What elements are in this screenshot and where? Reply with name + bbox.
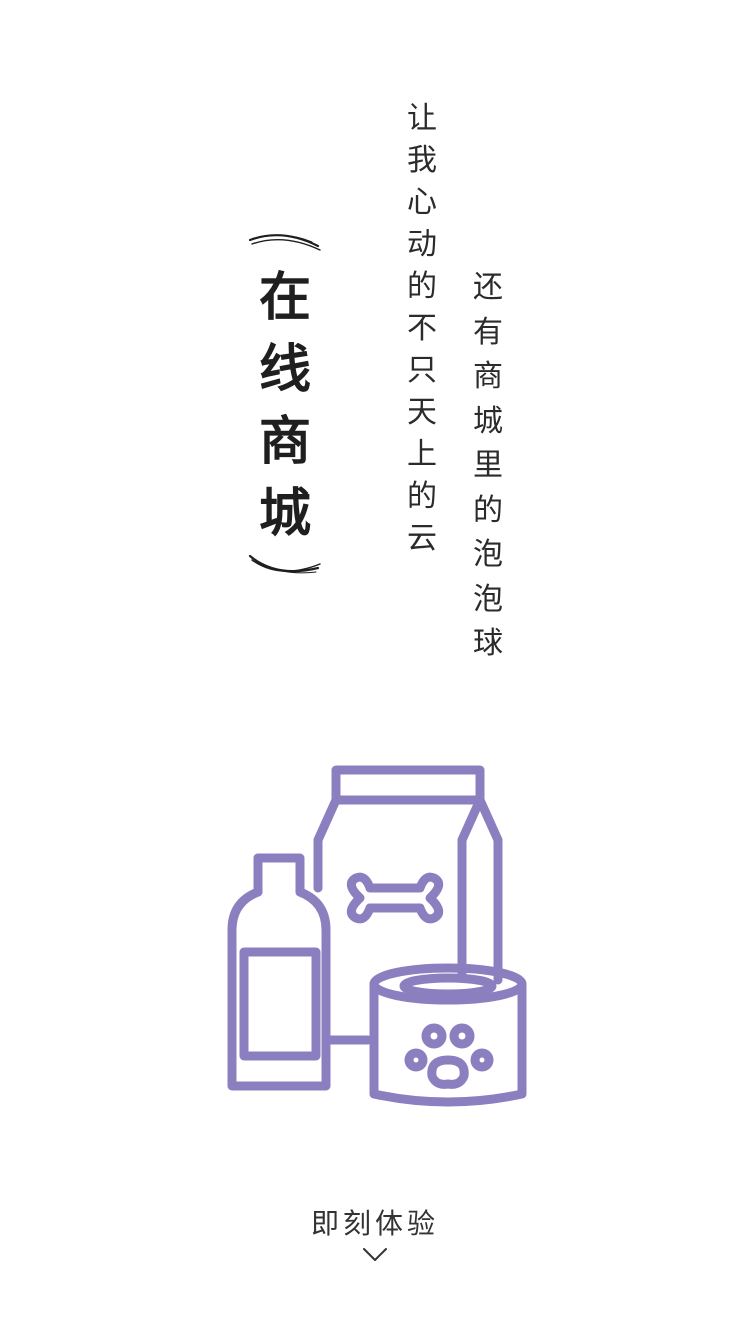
- verse-char: 还: [473, 270, 503, 305]
- verse-char: 的: [473, 492, 503, 528]
- title-char: 在: [258, 268, 311, 328]
- verse-char: 城: [473, 403, 503, 439]
- try-now-button[interactable]: 即刻体验: [0, 1202, 750, 1264]
- chevron-down-icon: [363, 1248, 387, 1261]
- verse-char: 不: [407, 311, 437, 346]
- pet-supplies-icon: [227, 765, 527, 1107]
- verse-char: 的: [407, 479, 437, 514]
- try-now-label: 即刻体验: [310, 1207, 439, 1240]
- title-char: 线: [258, 340, 311, 400]
- title-char: 商: [258, 412, 311, 472]
- verse-char: 只: [407, 353, 437, 388]
- verse-char: 的: [407, 269, 437, 304]
- title-bracket-bottom: [248, 554, 321, 574]
- verse-char: 我: [407, 143, 437, 178]
- verse-char: 上: [407, 437, 437, 472]
- verse-line-2: 还 有 商 城 里 的 泡 泡 球: [466, 266, 510, 667]
- verse-char: 让: [407, 101, 437, 136]
- title-char: 城: [258, 484, 311, 544]
- title-bracket-top: [248, 234, 321, 251]
- verse-char: 泡: [473, 581, 503, 617]
- page-title: 在 线 商 城: [252, 262, 318, 550]
- verse-line-1: 让 我 心 动 的 不 只 天 上 的 云: [400, 98, 444, 560]
- verse-char: 泡: [473, 537, 503, 572]
- verse-char: 球: [473, 626, 503, 661]
- verse-char: 动: [407, 227, 437, 262]
- verse-char: 天: [407, 395, 437, 430]
- verse-char: 商: [473, 359, 503, 394]
- verse-char: 里: [473, 448, 503, 483]
- verse-char: 有: [473, 314, 503, 350]
- verse-char: 云: [407, 521, 437, 556]
- verse-char: 心: [407, 185, 437, 220]
